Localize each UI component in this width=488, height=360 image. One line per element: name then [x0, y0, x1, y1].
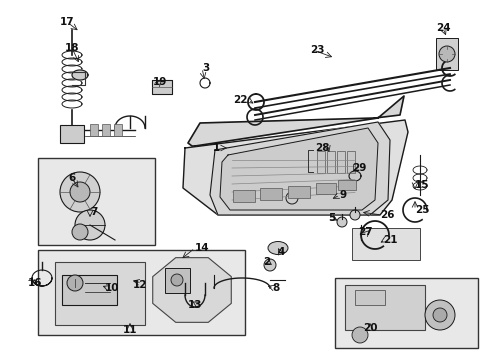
Bar	[260, 188, 282, 200]
Circle shape	[432, 308, 446, 322]
Bar	[312, 148, 360, 176]
Circle shape	[67, 275, 83, 291]
Bar	[38, 158, 155, 245]
Bar	[346, 151, 354, 173]
Text: 6: 6	[68, 173, 76, 183]
Bar	[232, 190, 254, 202]
Circle shape	[351, 327, 367, 343]
Circle shape	[424, 300, 454, 330]
Polygon shape	[187, 96, 403, 146]
Text: 25: 25	[414, 205, 428, 215]
Text: 20: 20	[362, 323, 376, 333]
Text: 1: 1	[212, 143, 220, 153]
Text: 18: 18	[64, 43, 79, 53]
Bar	[351, 228, 419, 260]
Text: 13: 13	[187, 300, 202, 310]
Bar	[336, 151, 345, 173]
Polygon shape	[183, 120, 407, 215]
Text: 9: 9	[339, 190, 346, 200]
Text: 8: 8	[271, 283, 279, 293]
Bar	[38, 250, 244, 335]
Text: 11: 11	[122, 325, 137, 335]
Text: 29: 29	[351, 163, 366, 173]
Bar	[164, 268, 190, 293]
Bar	[326, 151, 334, 173]
Text: 27: 27	[357, 227, 371, 237]
Circle shape	[336, 217, 346, 227]
Text: 24: 24	[435, 23, 449, 33]
Bar	[55, 262, 145, 325]
Polygon shape	[209, 122, 389, 215]
Text: 23: 23	[309, 45, 324, 55]
Text: 22: 22	[233, 95, 247, 105]
Text: 7: 7	[90, 207, 97, 217]
Text: 10: 10	[105, 283, 119, 293]
Polygon shape	[220, 128, 377, 210]
Bar	[287, 186, 309, 198]
Text: 5: 5	[327, 213, 334, 223]
Bar	[316, 151, 325, 173]
Ellipse shape	[267, 242, 287, 255]
Text: 28: 28	[315, 143, 329, 153]
Circle shape	[264, 259, 275, 271]
Text: 4: 4	[278, 247, 285, 257]
Text: 15: 15	[414, 180, 428, 190]
Bar	[345, 285, 424, 330]
Polygon shape	[152, 258, 231, 322]
Circle shape	[72, 224, 88, 240]
Circle shape	[438, 46, 454, 62]
Circle shape	[285, 192, 297, 204]
Polygon shape	[72, 70, 88, 80]
Bar	[354, 290, 384, 305]
Text: 17: 17	[60, 17, 74, 27]
Text: 14: 14	[195, 243, 209, 253]
Text: 16: 16	[28, 278, 42, 288]
Bar	[337, 180, 355, 190]
Bar	[114, 124, 122, 136]
Text: 2: 2	[262, 257, 269, 267]
Bar	[152, 80, 172, 94]
Bar	[334, 278, 477, 348]
Text: 19: 19	[153, 77, 167, 87]
Bar	[102, 124, 110, 136]
Bar	[435, 38, 457, 70]
Circle shape	[349, 210, 359, 220]
Circle shape	[75, 210, 105, 240]
Text: 12: 12	[132, 280, 147, 290]
Text: 21: 21	[382, 235, 397, 245]
Bar	[60, 125, 84, 143]
Bar	[90, 124, 98, 136]
Circle shape	[171, 274, 183, 286]
Bar	[62, 275, 117, 305]
Circle shape	[60, 172, 100, 212]
Bar	[315, 183, 335, 194]
Circle shape	[70, 182, 90, 202]
Text: 3: 3	[202, 63, 209, 73]
Text: 26: 26	[379, 210, 394, 220]
